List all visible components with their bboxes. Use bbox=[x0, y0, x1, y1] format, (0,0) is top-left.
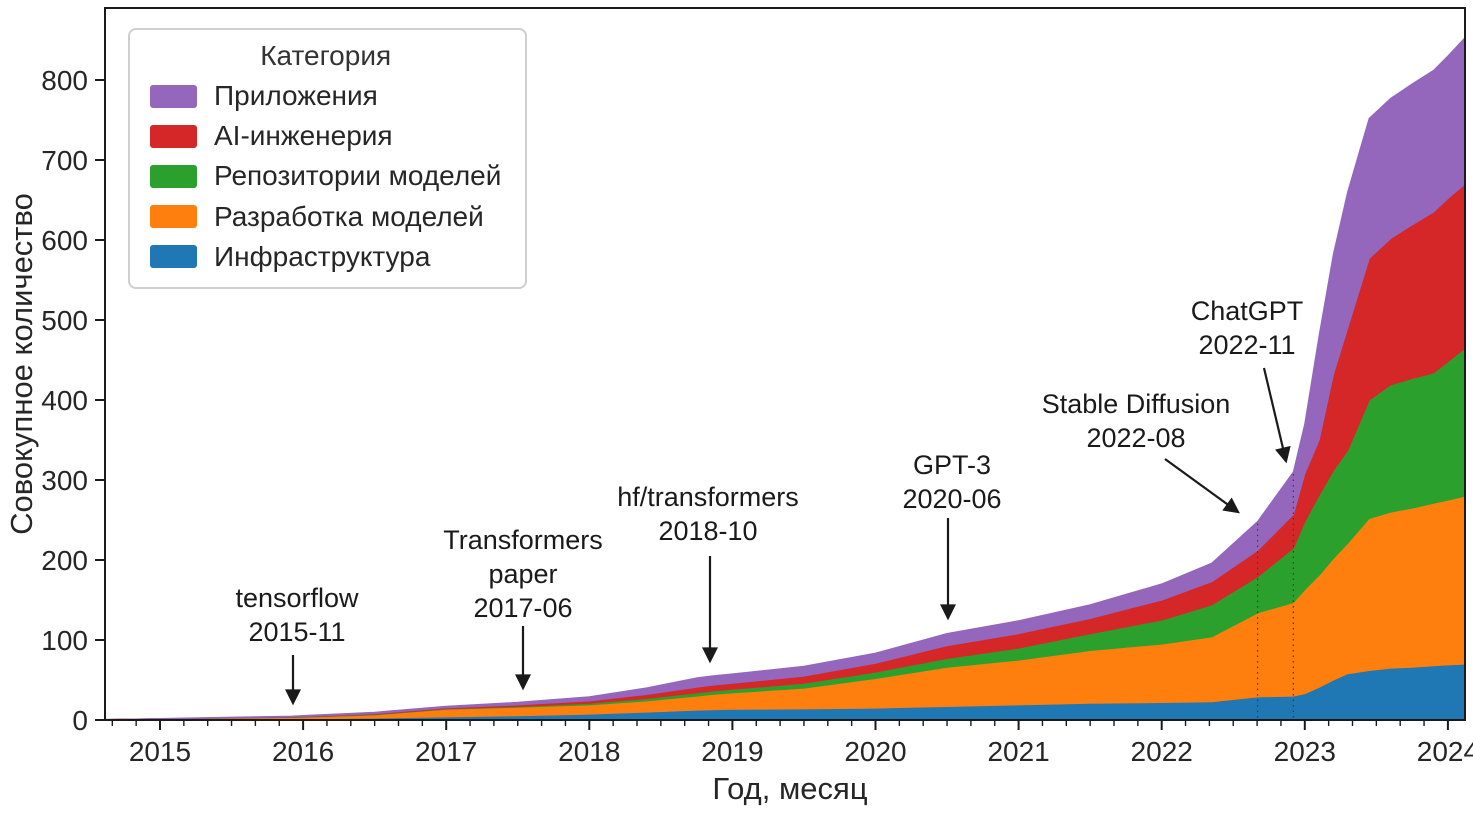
annotation-line: tensorflow bbox=[235, 583, 359, 613]
legend-item: Репозитории моделей bbox=[150, 160, 501, 192]
area-series-applications bbox=[105, 37, 1465, 720]
legend-item: AI-инженерия bbox=[150, 120, 501, 152]
legend-item: Инфраструктура bbox=[150, 241, 501, 273]
x-axis-label: Год, месяц bbox=[712, 771, 867, 806]
annotation-tensorflow: tensorflow 2015-11 bbox=[235, 583, 359, 706]
legend-item-label: Разработка моделей bbox=[214, 200, 484, 232]
annotation-gpt-3: GPT-3 2020-06 bbox=[902, 450, 1002, 621]
stacked-areas bbox=[105, 37, 1465, 720]
annotation-text-gpt-3: GPT-3 2020-06 bbox=[902, 450, 1001, 514]
y-tick-label: 800 bbox=[41, 65, 88, 96]
plot-frame bbox=[104, 7, 1466, 721]
y-tick-label: 100 bbox=[41, 625, 88, 656]
x-tick-label: 2024 bbox=[1417, 736, 1473, 767]
x-tick-label: 2020 bbox=[844, 736, 906, 767]
x-tick-label: 2022 bbox=[1131, 736, 1193, 767]
legend-item-label: Приложения bbox=[214, 80, 378, 111]
x-tick-label: 2016 bbox=[272, 736, 334, 767]
annotation-text-stable-diffusion: Stable Diffusion 2022-08 bbox=[1042, 389, 1231, 453]
legend-item-label: AI-инженерия bbox=[214, 120, 393, 152]
annotation-line: 2015-11 bbox=[248, 617, 345, 647]
y-tick-label: 700 bbox=[41, 145, 88, 176]
y-axis-label: Совокупное количество bbox=[4, 193, 39, 535]
annotation-line: 2020-06 bbox=[902, 484, 1001, 514]
legend-swatch-icon bbox=[150, 84, 197, 108]
annotation-line: Transformers bbox=[443, 525, 603, 555]
legend-swatch-icon bbox=[150, 205, 197, 229]
legend-title: Категория bbox=[260, 40, 392, 71]
annotation-chatgpt: ChatGPT 2022-11 bbox=[1191, 296, 1304, 464]
annotation-text-hf-transformers: hf/transformers 2018-10 bbox=[617, 482, 799, 546]
y-tick-label: 600 bbox=[41, 225, 88, 256]
annotation-line: Stable Diffusion bbox=[1042, 389, 1231, 419]
legend: Категория Приложения AI-инженерия Репозито… bbox=[128, 28, 528, 289]
annotation-transformers: Transformers paper 2017-06 bbox=[443, 525, 603, 691]
x-tick-label: 2019 bbox=[701, 736, 763, 767]
annotation-line: 2018-10 bbox=[658, 516, 757, 546]
annotation-text-tensorflow: tensorflow 2015-11 bbox=[235, 583, 359, 647]
y-tick-label: 200 bbox=[41, 545, 88, 576]
legend-swatch-icon bbox=[150, 245, 197, 269]
annotation-hf-transformers: hf/transformers 2018-10 bbox=[617, 482, 799, 664]
legend-item: Приложения bbox=[150, 80, 501, 112]
annotation-text-chatgpt: ChatGPT 2022-11 bbox=[1191, 296, 1304, 360]
legend-item-label: Инфраструктура bbox=[214, 240, 431, 272]
x-tick-label: 2015 bbox=[129, 736, 191, 767]
y-tick-label: 0 bbox=[72, 705, 88, 736]
annotation-arrow-stable-diffusion bbox=[1164, 458, 1240, 514]
legend-swatch-icon bbox=[150, 124, 197, 148]
annotation-stable-diffusion: Stable Diffusion 2022-08 bbox=[1042, 389, 1240, 514]
legend-item-label: Репозитории моделей bbox=[214, 160, 502, 192]
annotation-line: 2017-06 bbox=[473, 593, 572, 623]
annotation-line: GPT-3 bbox=[913, 450, 991, 480]
annotation-line: 2022-11 bbox=[1198, 330, 1295, 360]
x-tick-label: 2017 bbox=[415, 736, 477, 767]
annotation-line: 2022-08 bbox=[1086, 423, 1185, 453]
y-tick-label: 500 bbox=[41, 305, 88, 336]
y-tick-label: 400 bbox=[41, 385, 88, 416]
legend-swatch-icon bbox=[150, 164, 197, 188]
annotation-line: paper bbox=[488, 559, 557, 589]
y-tick-label: 300 bbox=[41, 465, 88, 496]
annotation-line: hf/transformers bbox=[617, 482, 799, 512]
x-tick-label: 2023 bbox=[1274, 736, 1336, 767]
x-tick-label: 2021 bbox=[987, 736, 1049, 767]
legend-items: Приложения AI-инженерия Репозитории моделе… bbox=[150, 80, 501, 273]
legend-item: Разработка моделей bbox=[150, 201, 501, 233]
x-tick-label: 2018 bbox=[558, 736, 620, 767]
annotation-arrow-chatgpt bbox=[1262, 367, 1291, 464]
annotation-line: ChatGPT bbox=[1191, 296, 1304, 326]
annotation-text-transformers: Transformers paper 2017-06 bbox=[443, 525, 603, 623]
